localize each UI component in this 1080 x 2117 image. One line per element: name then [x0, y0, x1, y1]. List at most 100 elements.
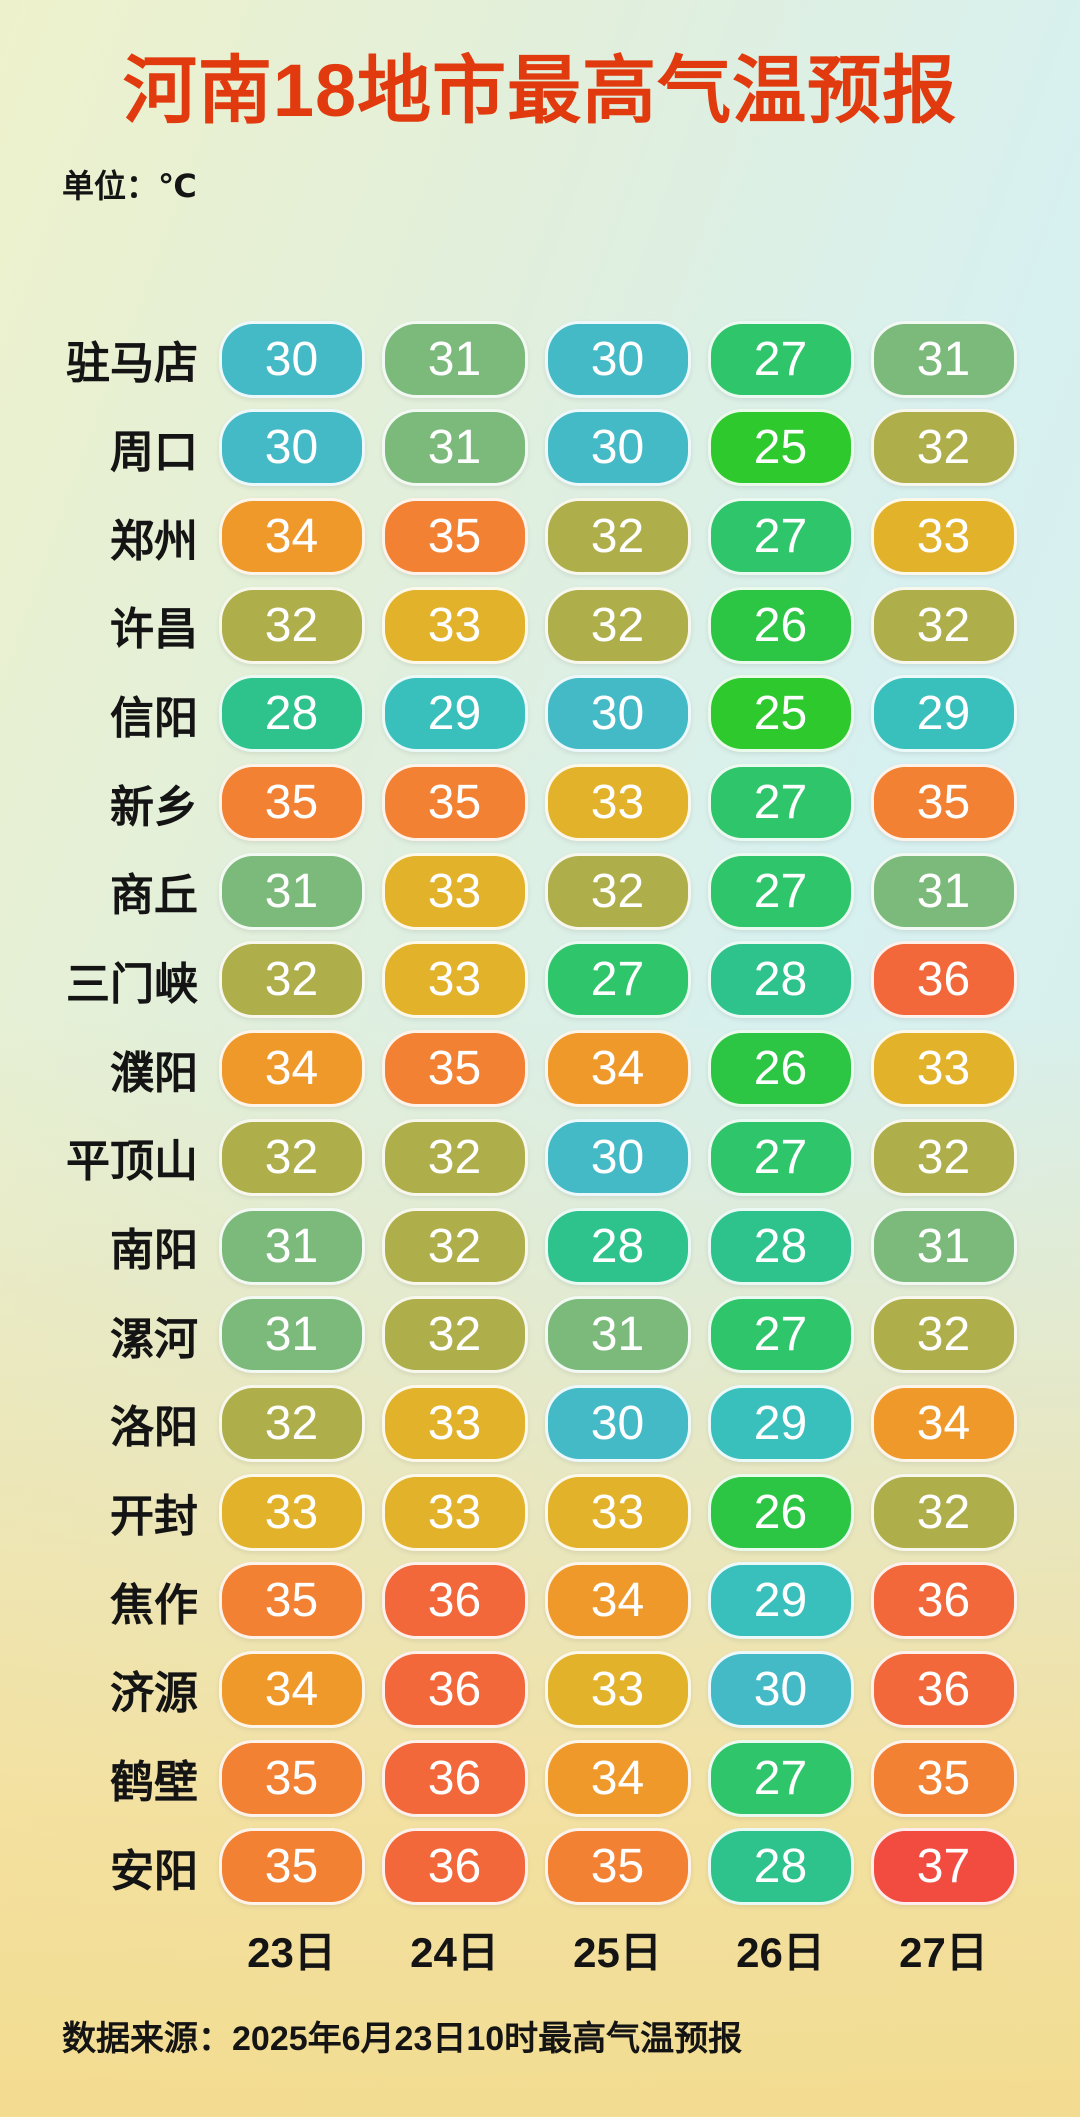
temperature-cell: 26 — [699, 586, 862, 664]
temperature-cell: 30 — [536, 1384, 699, 1462]
temperature-cell: 35 — [210, 1562, 373, 1640]
city-label: 鹤壁 — [110, 1758, 198, 1808]
date-axis: 23日 24日 25日 26日 27日 — [0, 1929, 1080, 1977]
table-row: 鹤壁 35 36 34 27 35 — [0, 1734, 1080, 1823]
temperature-pill: 26 — [707, 1030, 854, 1108]
temperature-cell: 30 — [536, 320, 699, 398]
temperature-cell: 28 — [210, 675, 373, 753]
temperature-pill: 36 — [381, 1650, 528, 1728]
temperature-pill: 31 — [870, 852, 1017, 930]
temperature-pill: 32 — [870, 1118, 1017, 1196]
temperature-pill: 30 — [544, 320, 691, 398]
temperature-cell: 30 — [536, 1118, 699, 1196]
temperature-cell: 32 — [373, 1118, 536, 1196]
temperature-pill: 32 — [544, 852, 691, 930]
temperature-pill: 35 — [218, 1828, 365, 1906]
temperature-pill: 32 — [218, 586, 365, 664]
temperature-pill: 32 — [870, 1296, 1017, 1374]
temperature-cell: 35 — [210, 764, 373, 842]
temperature-pill: 33 — [544, 1473, 691, 1551]
temperature-cell: 35 — [210, 1739, 373, 1817]
city-label: 商丘 — [110, 871, 198, 921]
temperature-pill: 31 — [218, 1207, 365, 1285]
temperature-pill: 33 — [870, 1030, 1017, 1108]
temperature-cell: 37 — [862, 1828, 1025, 1906]
temperature-pill: 33 — [381, 941, 528, 1019]
temperature-pill: 31 — [544, 1296, 691, 1374]
temperature-cell: 32 — [536, 852, 699, 930]
table-row: 洛阳 32 33 30 29 34 — [0, 1379, 1080, 1468]
temperature-pill: 35 — [381, 1030, 528, 1108]
temperature-pill: 30 — [218, 320, 365, 398]
temperature-cell: 30 — [210, 409, 373, 487]
temperature-pill: 32 — [381, 1207, 528, 1285]
temperature-pill: 28 — [707, 1207, 854, 1285]
temperature-pill: 34 — [870, 1384, 1017, 1462]
temperature-cell: 31 — [210, 1207, 373, 1285]
temperature-pill: 33 — [381, 586, 528, 664]
date-label: 23日 — [247, 1929, 336, 1977]
temperature-pill: 31 — [870, 320, 1017, 398]
temperature-cell: 26 — [699, 1030, 862, 1108]
temperature-cell: 34 — [210, 498, 373, 575]
temperature-cell: 31 — [862, 320, 1025, 398]
temperature-cell: 26 — [699, 1473, 862, 1551]
temperature-cell: 36 — [862, 1650, 1025, 1728]
table-row: 漯河 31 32 31 27 32 — [0, 1290, 1080, 1379]
temperature-pill: 31 — [870, 1207, 1017, 1285]
temperature-cell: 35 — [862, 1739, 1025, 1817]
temperature-cell: 36 — [373, 1828, 536, 1906]
table-row: 平顶山 32 32 30 27 32 — [0, 1113, 1080, 1202]
city-label: 平顶山 — [66, 1137, 198, 1187]
temperature-cell: 36 — [373, 1650, 536, 1728]
temperature-cell: 31 — [210, 852, 373, 930]
temperature-cell: 29 — [862, 675, 1025, 753]
temperature-cell: 36 — [862, 1562, 1025, 1640]
table-row: 安阳 35 36 35 28 37 — [0, 1822, 1080, 1911]
temperature-cell: 30 — [536, 675, 699, 753]
temperature-cell: 34 — [536, 1030, 699, 1108]
temperature-pill: 35 — [218, 1739, 365, 1817]
temperature-cell: 35 — [862, 764, 1025, 842]
temperature-pill: 35 — [218, 764, 365, 842]
temperature-cell: 33 — [536, 1650, 699, 1728]
temperature-pill: 28 — [218, 675, 365, 753]
temperature-cell: 30 — [210, 320, 373, 398]
temperature-pill: 34 — [218, 1030, 365, 1108]
temperature-pill: 27 — [707, 1118, 854, 1196]
city-label: 三门峡 — [66, 959, 198, 1009]
temperature-cell: 31 — [536, 1296, 699, 1374]
temperature-cell: 35 — [373, 498, 536, 575]
temperature-pill: 25 — [707, 675, 854, 753]
temperature-pill: 34 — [218, 1650, 365, 1728]
temperature-cell: 34 — [536, 1562, 699, 1640]
temperature-pill: 25 — [707, 409, 854, 487]
temperature-pill: 32 — [218, 1118, 365, 1196]
temperature-cell: 28 — [699, 1828, 862, 1906]
city-label: 漯河 — [110, 1314, 198, 1364]
date-label: 27日 — [899, 1929, 988, 1977]
temperature-cell: 32 — [536, 498, 699, 575]
temperature-pill: 35 — [870, 1739, 1017, 1817]
temperature-cell: 27 — [699, 1296, 862, 1374]
city-label: 安阳 — [110, 1846, 198, 1896]
temperature-cell: 33 — [536, 764, 699, 842]
city-label: 濮阳 — [110, 1048, 198, 1098]
temperature-cell: 32 — [536, 586, 699, 664]
temperature-grid: 驻马店 30 31 30 27 31 周口 30 31 30 25 32 郑州 34 35 32 27 33 许昌 3… — [0, 315, 1080, 1911]
temperature-pill: 28 — [707, 941, 854, 1019]
temperature-cell: 32 — [210, 1118, 373, 1196]
temperature-pill: 35 — [218, 1562, 365, 1640]
city-label: 洛阳 — [110, 1403, 198, 1453]
temperature-pill: 32 — [218, 941, 365, 1019]
temperature-cell: 36 — [373, 1562, 536, 1640]
temperature-cell: 32 — [862, 1296, 1025, 1374]
temperature-pill: 30 — [218, 409, 365, 487]
table-row: 濮阳 34 35 34 26 33 — [0, 1024, 1080, 1113]
temperature-cell: 27 — [699, 1739, 862, 1817]
date-label: 24日 — [410, 1929, 499, 1977]
temperature-pill: 34 — [544, 1030, 691, 1108]
table-row: 三门峡 32 33 27 28 36 — [0, 936, 1080, 1025]
temperature-pill: 30 — [544, 675, 691, 753]
